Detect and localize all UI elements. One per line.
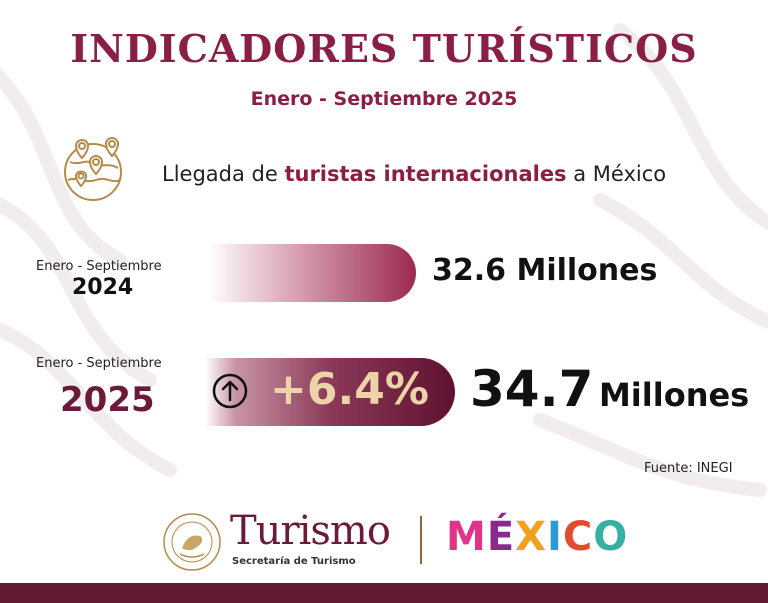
mexico-letter: O <box>593 514 629 560</box>
globe-pins-icon <box>64 137 122 201</box>
headline: Llegada de turistas internacionales a Mé… <box>162 162 666 186</box>
arrow-up-circle-icon <box>212 373 248 409</box>
mexico-letter: É <box>486 514 516 560</box>
turismo-logo: Turismo <box>230 508 391 554</box>
source-note: Fuente: INEGI <box>644 461 733 476</box>
logo-divider <box>420 516 422 564</box>
background-pattern <box>0 23 768 497</box>
mexico-letter: C <box>562 514 594 560</box>
national-seal-icon <box>163 513 221 571</box>
mexico-letter: I <box>546 514 563 560</box>
bar-2024 <box>208 244 416 302</box>
period-label-2024: Enero - Septiembre <box>36 259 162 274</box>
change-percentage: +6.4% <box>270 364 429 415</box>
headline-prefix: Llegada de <box>162 162 285 186</box>
year-label-2024: 2024 <box>72 275 134 300</box>
value-2025: 34.7 Millones <box>470 360 749 418</box>
turismo-subtitle: Secretaría de Turismo <box>232 556 356 567</box>
year-label-2025: 2025 <box>60 380 155 420</box>
mexico-letter: X <box>515 514 547 560</box>
mexico-letter: M <box>446 514 487 560</box>
footer-bar <box>0 583 768 603</box>
value-2025-number: 34.7 <box>470 360 594 418</box>
mexico-logo: MÉXICO <box>446 514 628 560</box>
page-title: INDICADORES TURÍSTICOS <box>70 26 698 71</box>
value-2025-unit: Millones <box>598 376 750 414</box>
headline-highlight: turistas internacionales <box>284 162 567 186</box>
headline-suffix: a México <box>566 162 667 186</box>
value-2024: 32.6 Millones <box>432 253 658 288</box>
page-subtitle: Enero - Septiembre 2025 <box>250 88 518 110</box>
period-label-2025: Enero - Septiembre <box>36 356 162 371</box>
